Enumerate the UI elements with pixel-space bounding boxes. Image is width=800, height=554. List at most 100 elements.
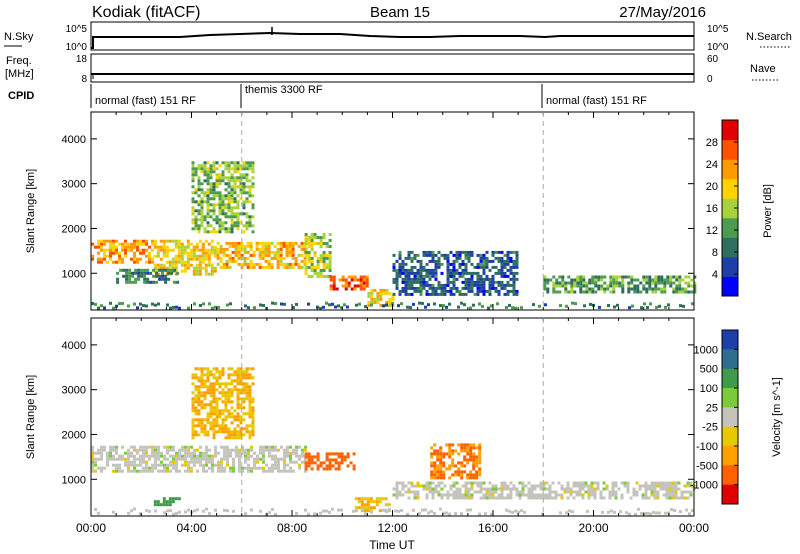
velocity-cell	[233, 388, 237, 392]
power-cell	[118, 254, 121, 258]
velocity-cell	[218, 424, 222, 428]
power-cell	[506, 292, 510, 296]
power-cell	[282, 244, 286, 248]
power-cell	[615, 281, 619, 285]
power-cell	[218, 230, 222, 234]
power-cell	[651, 278, 655, 282]
velocity-cell	[463, 446, 467, 450]
velocity-cell	[472, 452, 476, 456]
velocity-cell	[640, 511, 643, 515]
power-cell	[222, 262, 226, 266]
power-cell	[187, 306, 190, 310]
velocity-cell	[115, 448, 118, 452]
velocity-cell	[203, 391, 207, 395]
velocity-cell	[221, 409, 225, 413]
power-cell	[244, 304, 247, 308]
velocity-cell	[187, 469, 190, 473]
velocity-cell	[442, 455, 446, 459]
power-cell	[482, 283, 486, 287]
power-cell	[200, 221, 204, 225]
power-cell	[146, 268, 150, 272]
power-cell	[201, 260, 205, 264]
velocity-cell	[236, 418, 240, 422]
power-cell	[434, 262, 438, 266]
velocity-cell	[430, 473, 434, 477]
velocity-cell	[554, 490, 558, 494]
velocity-cell	[224, 391, 228, 395]
velocity-cell	[133, 448, 136, 452]
power-cell	[341, 278, 345, 282]
power-cell	[512, 259, 516, 263]
velocity-cell	[566, 496, 570, 500]
power-cell	[319, 306, 322, 310]
power-cell	[458, 265, 462, 269]
power-cell	[224, 164, 228, 168]
velocity-cell	[680, 496, 684, 500]
power-cell	[218, 194, 222, 198]
power-cell	[440, 253, 444, 257]
power-cell	[464, 292, 468, 296]
velocity-cell	[212, 394, 216, 398]
power-cell	[192, 257, 196, 261]
velocity-cell	[463, 464, 467, 468]
power-cell	[413, 265, 417, 269]
velocity-cell	[253, 457, 256, 461]
power-cell	[353, 278, 357, 282]
power-cell	[203, 167, 207, 171]
power-cell	[192, 269, 196, 273]
power-cell	[648, 281, 652, 285]
velocity-cell	[283, 469, 286, 473]
velocity-cell	[569, 493, 573, 497]
power-cell	[400, 302, 403, 306]
y-tick-label: 4000	[62, 134, 86, 146]
velocity-cell	[671, 481, 675, 485]
velocity-cell	[163, 511, 166, 515]
power-cell	[449, 280, 453, 284]
power-cell	[171, 239, 175, 243]
velocity-cell	[239, 415, 243, 419]
power-cell	[491, 274, 495, 278]
power-cell	[234, 253, 238, 257]
power-cell	[561, 281, 565, 285]
velocity-colorbar-tick-label: 100	[700, 383, 718, 395]
velocity-cell	[233, 436, 237, 440]
power-cell	[202, 302, 205, 306]
power-cell	[481, 304, 484, 308]
power-cell	[693, 281, 697, 285]
velocity-cell	[500, 481, 504, 485]
power-cell	[473, 271, 477, 275]
velocity-cell	[239, 430, 243, 434]
velocity-cell	[539, 487, 543, 491]
velocity-cell	[242, 400, 246, 404]
velocity-cell	[449, 484, 453, 488]
power-cell	[500, 271, 504, 275]
power-cell	[242, 173, 246, 177]
power-cell	[124, 239, 127, 243]
power-cell	[514, 306, 517, 310]
velocity-cell	[208, 460, 211, 464]
power-cell	[627, 281, 631, 285]
power-cell	[157, 302, 160, 306]
velocity-cell	[578, 484, 582, 488]
velocity-cell	[184, 469, 187, 473]
velocity-cell	[97, 448, 100, 452]
power-cell	[419, 286, 423, 290]
power-cell	[115, 248, 118, 252]
velocity-colorbar-swatch	[722, 368, 738, 389]
power-cell	[215, 176, 219, 180]
power-cell	[416, 268, 420, 272]
power-cell	[183, 263, 187, 267]
power-cell	[191, 227, 195, 231]
power-cell	[164, 277, 168, 281]
velocity-cell	[112, 463, 115, 467]
velocity-cell	[280, 445, 283, 449]
velocity-cell	[236, 436, 240, 440]
velocity-cell	[360, 503, 364, 507]
velocity-cell	[643, 512, 646, 515]
power-cell	[660, 287, 664, 291]
power-cell	[461, 259, 465, 263]
power-cell	[410, 292, 414, 296]
velocity-cell	[172, 460, 175, 464]
velocity-cell	[194, 367, 198, 371]
power-cell	[367, 300, 371, 304]
